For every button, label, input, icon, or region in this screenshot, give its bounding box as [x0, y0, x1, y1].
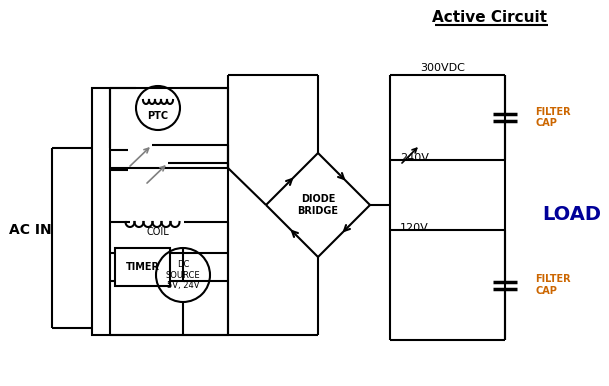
- Text: LOAD: LOAD: [543, 205, 602, 225]
- Text: AC IN: AC IN: [9, 223, 51, 237]
- Text: PTC: PTC: [147, 111, 169, 121]
- Text: COIL: COIL: [147, 227, 169, 237]
- Text: 120V: 120V: [400, 223, 429, 233]
- Bar: [115, 248, 170, 286]
- Text: DIODE
BRIDGE: DIODE BRIDGE: [298, 194, 339, 216]
- Text: 300VDC: 300VDC: [420, 63, 465, 73]
- Text: Active Circuit: Active Circuit: [432, 10, 547, 25]
- Text: TIMER: TIMER: [125, 262, 160, 272]
- Text: FILTER
CAP: FILTER CAP: [535, 107, 571, 128]
- Bar: [92, 88, 228, 335]
- Text: FILTER
CAP: FILTER CAP: [535, 274, 571, 296]
- Text: 240V: 240V: [400, 153, 429, 163]
- Text: DC
SOURCE
5V, 24V: DC SOURCE 5V, 24V: [166, 260, 200, 290]
